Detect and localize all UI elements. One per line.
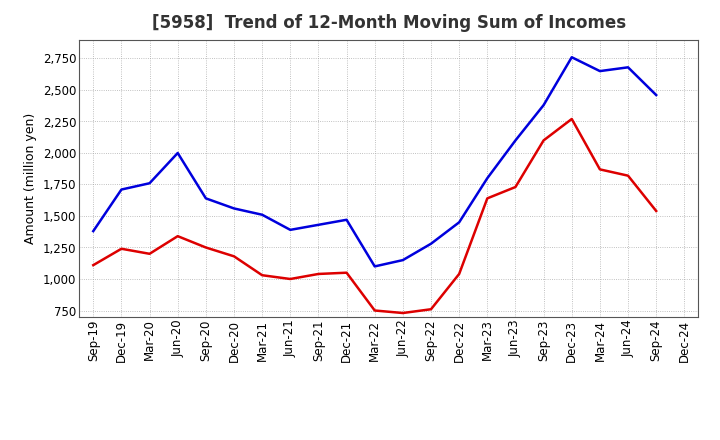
Net Income bbox=[652, 208, 660, 213]
Net Income bbox=[89, 263, 98, 268]
Net Income bbox=[567, 116, 576, 121]
Ordinary Income bbox=[342, 217, 351, 222]
Ordinary Income bbox=[652, 92, 660, 98]
Net Income bbox=[286, 276, 294, 282]
Title: [5958]  Trend of 12-Month Moving Sum of Incomes: [5958] Trend of 12-Month Moving Sum of I… bbox=[152, 15, 626, 33]
Ordinary Income bbox=[624, 65, 632, 70]
Ordinary Income bbox=[511, 138, 520, 143]
Net Income bbox=[539, 138, 548, 143]
Ordinary Income bbox=[230, 206, 238, 211]
Ordinary Income bbox=[483, 176, 492, 181]
Ordinary Income bbox=[202, 196, 210, 201]
Ordinary Income bbox=[174, 150, 182, 156]
Net Income bbox=[427, 307, 436, 312]
Net Income bbox=[145, 251, 154, 257]
Ordinary Income bbox=[370, 264, 379, 269]
Ordinary Income bbox=[455, 220, 464, 225]
Net Income bbox=[174, 234, 182, 239]
Ordinary Income bbox=[286, 227, 294, 232]
Ordinary Income bbox=[89, 228, 98, 234]
Net Income bbox=[230, 254, 238, 259]
Net Income bbox=[483, 196, 492, 201]
Net Income bbox=[399, 310, 408, 315]
Net Income bbox=[595, 167, 604, 172]
Net Income bbox=[117, 246, 126, 251]
Net Income bbox=[511, 184, 520, 190]
Ordinary Income bbox=[539, 103, 548, 108]
Ordinary Income bbox=[399, 257, 408, 263]
Net Income bbox=[370, 308, 379, 313]
Net Income bbox=[258, 272, 266, 278]
Net Income bbox=[202, 245, 210, 250]
Net Income bbox=[624, 173, 632, 178]
Line: Ordinary Income: Ordinary Income bbox=[94, 57, 656, 266]
Ordinary Income bbox=[314, 222, 323, 227]
Ordinary Income bbox=[567, 55, 576, 60]
Net Income bbox=[455, 271, 464, 277]
Ordinary Income bbox=[595, 69, 604, 74]
Ordinary Income bbox=[145, 180, 154, 186]
Ordinary Income bbox=[117, 187, 126, 192]
Ordinary Income bbox=[258, 212, 266, 217]
Line: Net Income: Net Income bbox=[94, 119, 656, 313]
Ordinary Income bbox=[427, 241, 436, 246]
Y-axis label: Amount (million yen): Amount (million yen) bbox=[24, 113, 37, 244]
Net Income bbox=[314, 271, 323, 277]
Net Income bbox=[342, 270, 351, 275]
